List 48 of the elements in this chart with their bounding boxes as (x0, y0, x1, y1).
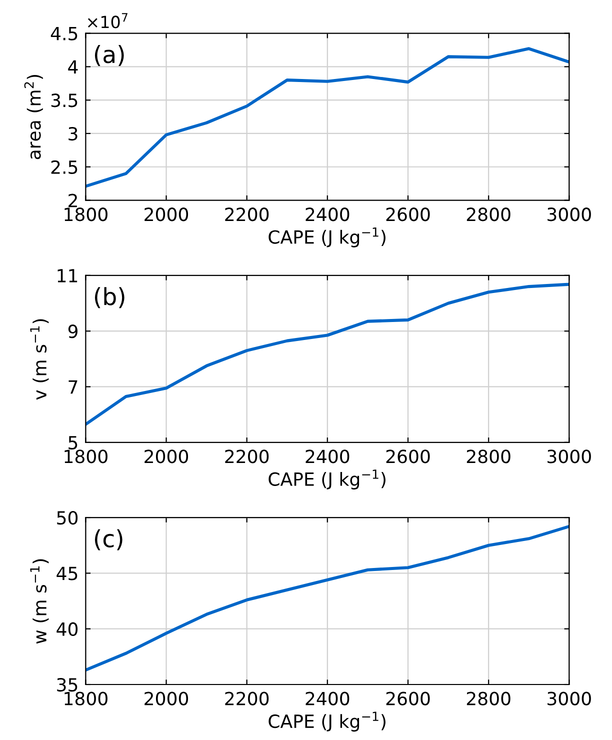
y-tick-label: 4 (68, 60, 78, 74)
line-series (86, 524, 570, 672)
y-tick-label: 3.5 (51, 94, 78, 108)
x-tick-label: 2800 (466, 208, 510, 222)
y-tick-label: 50 (57, 510, 78, 525)
y-axis-title: w (m s$^{−1}$) (30, 559, 49, 644)
y-axis-title: area (m$^{2}$) (24, 74, 43, 160)
x-tick-label: 1800 (64, 208, 108, 222)
x-tick-label: 2600 (386, 208, 430, 222)
x-tick-label: 2200 (225, 450, 269, 464)
x-tick-label: 2400 (306, 692, 350, 706)
y-tick-label: 2.5 (51, 160, 78, 174)
x-tick-label: 2000 (144, 450, 188, 464)
line-series (86, 282, 570, 426)
x-tick-label: 3000 (548, 450, 591, 464)
annotation: (a) (94, 45, 124, 66)
x-tick-label: 2600 (386, 450, 430, 464)
x-axis-title: CAPE (J kg$^{−1}$) (268, 712, 386, 732)
x-axis-title: CAPE (J kg$^{−1}$) (268, 470, 386, 490)
x-tick-label: 2000 (144, 692, 188, 706)
x-tick-label: 1800 (64, 692, 108, 706)
x-axis-title: CAPE (J kg$^{−1}$) (268, 227, 386, 248)
x-tick-label: 2200 (225, 208, 269, 222)
annotation: (b) (94, 287, 124, 308)
y-tick-label: 40 (56, 622, 78, 636)
annotation: (c) (94, 529, 122, 550)
y-tick-label: 5 (68, 436, 78, 450)
line-series (86, 47, 570, 188)
x-tick-label: 2600 (386, 692, 430, 706)
x-tick-label: 2800 (466, 692, 510, 706)
y-axis-title: v (m s$^{−1}$) (30, 319, 49, 400)
x-tick-label: 2400 (306, 450, 350, 464)
x-tick-label: 3000 (548, 692, 591, 706)
y-tick-label: 7 (68, 380, 78, 394)
text: ×10$^{7}$ (88, 13, 128, 28)
y-tick-label: 11 (58, 269, 78, 282)
x-tick-label: 1800 (64, 450, 108, 464)
y-tick-label: 9 (68, 324, 78, 338)
y-tick-label: 45 (56, 566, 78, 580)
x-tick-label: 3000 (548, 208, 591, 222)
y-tick-label: 35 (57, 678, 78, 692)
x-tick-label: 2000 (144, 208, 188, 222)
y-tick-label: 4.5 (50, 26, 78, 40)
x-tick-label: 2800 (466, 450, 510, 464)
y-tick-label: 3 (68, 126, 78, 141)
y-tick-label: 2 (68, 194, 77, 208)
x-tick-label: 2400 (306, 208, 350, 222)
x-tick-label: 2200 (225, 692, 269, 706)
